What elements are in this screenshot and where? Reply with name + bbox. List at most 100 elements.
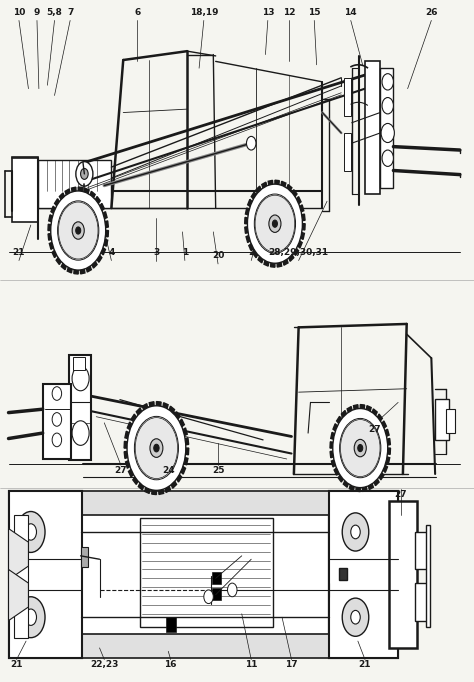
Text: 21: 21 [359,660,371,670]
Polygon shape [125,431,129,439]
Polygon shape [131,414,137,421]
Polygon shape [105,231,109,237]
Circle shape [81,168,88,179]
Circle shape [52,433,62,447]
Polygon shape [181,466,185,474]
Polygon shape [145,488,150,493]
Circle shape [333,409,388,488]
Text: 9: 9 [34,8,40,17]
Circle shape [25,609,36,625]
Polygon shape [124,451,128,458]
Bar [81,547,88,567]
Polygon shape [175,412,180,419]
Polygon shape [92,261,97,268]
Bar [212,588,221,600]
Polygon shape [90,192,95,198]
Polygon shape [245,218,248,224]
Polygon shape [277,263,282,267]
Circle shape [52,387,62,400]
Polygon shape [363,487,367,492]
Circle shape [17,512,45,552]
Polygon shape [271,263,275,267]
Polygon shape [275,180,279,185]
Polygon shape [128,469,134,477]
Circle shape [52,413,62,426]
Bar [380,68,393,188]
Text: 5,8: 5,8 [46,8,63,17]
Polygon shape [387,439,391,445]
Text: 28,29,30,31: 28,29,30,31 [269,248,328,257]
Circle shape [17,597,45,638]
Polygon shape [337,416,341,424]
Circle shape [228,583,237,597]
Text: 21: 21 [10,660,23,670]
Polygon shape [377,414,383,421]
Text: 15: 15 [308,8,320,17]
Polygon shape [56,258,61,265]
Polygon shape [245,227,248,233]
Polygon shape [300,205,304,212]
Polygon shape [101,248,105,255]
Bar [329,491,398,658]
Polygon shape [176,475,182,482]
Polygon shape [341,411,346,417]
Polygon shape [382,421,386,428]
Polygon shape [262,182,267,188]
Text: 10: 10 [13,8,25,17]
Bar [365,61,380,194]
Polygon shape [246,235,250,243]
Circle shape [135,417,178,479]
Polygon shape [251,192,256,199]
Polygon shape [248,199,252,207]
Polygon shape [253,251,258,258]
Circle shape [72,366,89,391]
Polygon shape [55,198,59,206]
Bar [339,568,347,580]
Bar [140,518,273,627]
Polygon shape [356,487,360,492]
Bar [81,512,329,638]
Polygon shape [59,193,64,200]
Polygon shape [354,404,358,409]
Polygon shape [296,196,301,204]
Circle shape [354,439,366,457]
Polygon shape [349,485,354,490]
Polygon shape [52,250,57,258]
Circle shape [127,406,186,490]
Polygon shape [103,211,107,219]
Circle shape [342,513,369,551]
Text: 1: 1 [182,248,188,257]
Polygon shape [183,428,187,436]
Polygon shape [86,266,91,272]
Bar [43,384,71,459]
Bar [344,78,351,116]
Circle shape [382,150,393,166]
Polygon shape [51,206,55,213]
Polygon shape [281,181,286,187]
Bar [38,160,111,208]
Polygon shape [49,242,54,250]
Polygon shape [301,233,304,239]
Polygon shape [184,458,188,465]
Bar [426,525,430,627]
Polygon shape [128,422,132,430]
Polygon shape [292,190,297,196]
Polygon shape [142,404,148,410]
Circle shape [381,123,394,143]
Polygon shape [287,185,292,191]
Text: 3: 3 [153,248,160,257]
Polygon shape [330,451,333,458]
Bar [9,491,398,515]
Bar [9,634,398,658]
Text: 21: 21 [13,248,25,257]
Text: 14: 14 [345,8,357,17]
Polygon shape [368,484,374,490]
Bar [344,133,351,170]
Text: 11: 11 [245,660,257,670]
Polygon shape [74,269,78,274]
Text: 13: 13 [262,8,274,17]
Polygon shape [185,448,189,455]
Text: 24: 24 [162,466,174,475]
Polygon shape [124,441,128,448]
Polygon shape [61,263,66,269]
